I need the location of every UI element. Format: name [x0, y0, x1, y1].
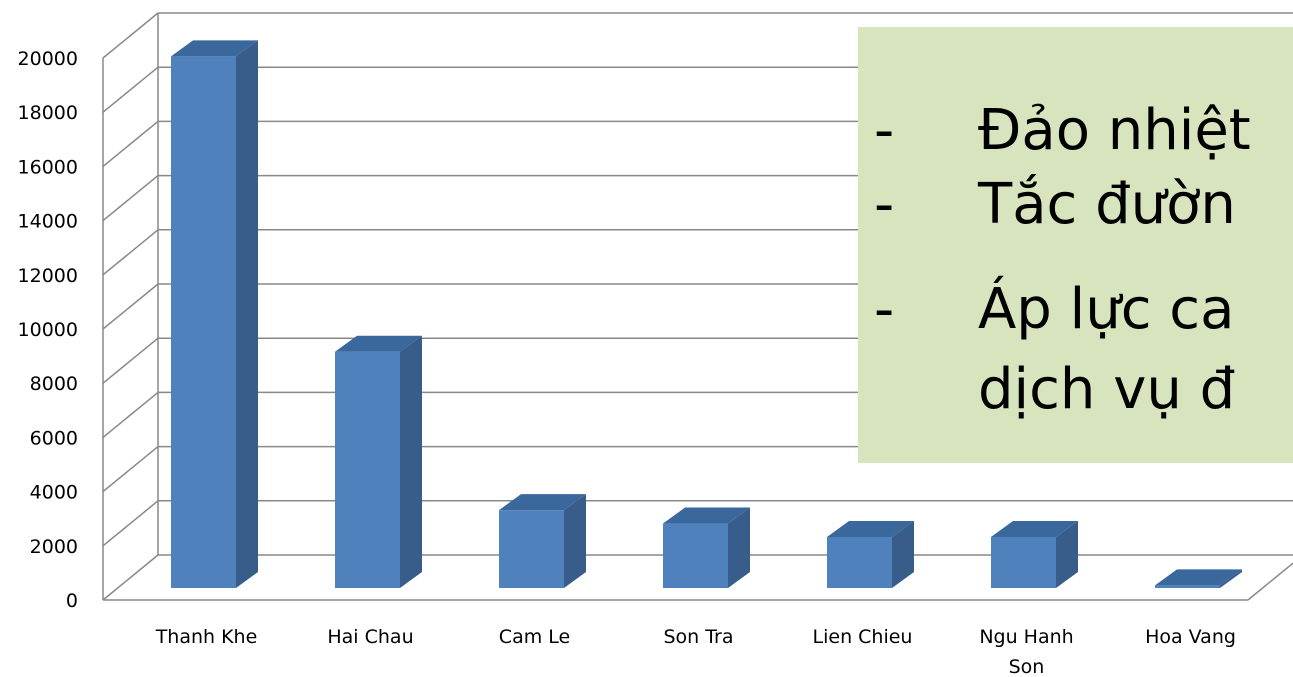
bar-side	[728, 507, 750, 588]
callout-line-2: Tắc đườn	[978, 172, 1236, 237]
bar-side	[400, 335, 422, 588]
gridline-diagonal	[102, 337, 159, 384]
y-tick-label: 0	[66, 590, 78, 612]
bar-front	[663, 523, 728, 588]
callout-line-3: Áp lực ca	[978, 277, 1235, 342]
x-tick-label: Ngu Hanh Son	[979, 626, 1073, 677]
y-tick-label: 8000	[30, 373, 78, 395]
bar-side	[892, 520, 914, 588]
gridline-diagonal	[102, 500, 159, 547]
bar	[171, 40, 258, 589]
bar-top	[663, 507, 750, 524]
bar	[663, 507, 750, 588]
gridline-diagonal	[102, 12, 159, 59]
callout-line-4: dịch vụ đ	[978, 357, 1236, 422]
gridline-diagonal	[102, 66, 159, 113]
y-tick-label: 16000	[18, 156, 78, 178]
gridline-diagonal	[102, 175, 159, 222]
bar-front	[171, 56, 236, 589]
gridline-diagonal	[102, 229, 159, 276]
bar-side	[236, 40, 258, 589]
bar-side	[1220, 569, 1242, 588]
y-tick-label: 14000	[18, 211, 78, 233]
bar-front	[827, 536, 892, 588]
bar-top	[171, 40, 258, 57]
bar	[827, 520, 914, 588]
bar-top	[335, 335, 422, 352]
callout-bullet: -	[874, 98, 895, 163]
y-tick-label: 2000	[30, 536, 78, 558]
y-tick-label: 4000	[30, 482, 78, 504]
floor-right-edge	[1247, 562, 1293, 601]
callout-line-1: Đảo nhiệt	[978, 98, 1251, 163]
y-tick-label: 18000	[18, 102, 78, 124]
gridline-diagonal	[102, 446, 159, 493]
y-tick-label: 12000	[18, 265, 78, 287]
bar	[335, 335, 422, 588]
chart-bars	[171, 40, 1242, 589]
gridline-diagonal	[102, 554, 159, 601]
x-tick-label: Thanh Khe	[155, 626, 258, 648]
gridline-diagonal	[102, 120, 159, 167]
bar-side	[1056, 520, 1078, 588]
gridline-diagonal	[102, 391, 159, 438]
callout-box: - Đảo nhiệt - Tắc đườn - Áp lực ca dịch …	[858, 27, 1293, 463]
x-tick-label: Son Tra	[663, 626, 733, 648]
bar-front	[991, 536, 1056, 588]
y-axis-ticks: 0 2000 4000 6000 8000 10000 12000 14000 16000 180…	[18, 48, 78, 612]
bar	[499, 494, 586, 588]
x-tick-label: Hoa Vang	[1145, 626, 1236, 648]
bar-top	[1155, 569, 1242, 586]
x-axis-labels: Thanh Khe Hai Chau Cam Le Son Tra Lien Chieu…	[155, 626, 1236, 677]
bar	[991, 520, 1078, 588]
x-tick-label: Lien Chieu	[813, 626, 913, 648]
gridline-diagonal	[102, 283, 159, 330]
bar-side	[564, 494, 586, 588]
callout-bullet: -	[874, 172, 895, 237]
bar-top	[991, 520, 1078, 537]
bar-top	[827, 520, 914, 537]
callout-bullet: -	[874, 277, 895, 342]
bar-front	[335, 351, 400, 588]
x-tick-label: Hai Chau	[327, 626, 413, 648]
x-tick-label: Cam Le	[499, 626, 570, 648]
bar-top	[499, 494, 586, 511]
y-tick-label: 6000	[30, 427, 78, 449]
bar-front	[499, 510, 564, 588]
bar-front	[1155, 585, 1220, 588]
y-tick-label: 20000	[18, 48, 78, 70]
bar	[1155, 569, 1242, 588]
y-tick-label: 10000	[18, 319, 78, 341]
